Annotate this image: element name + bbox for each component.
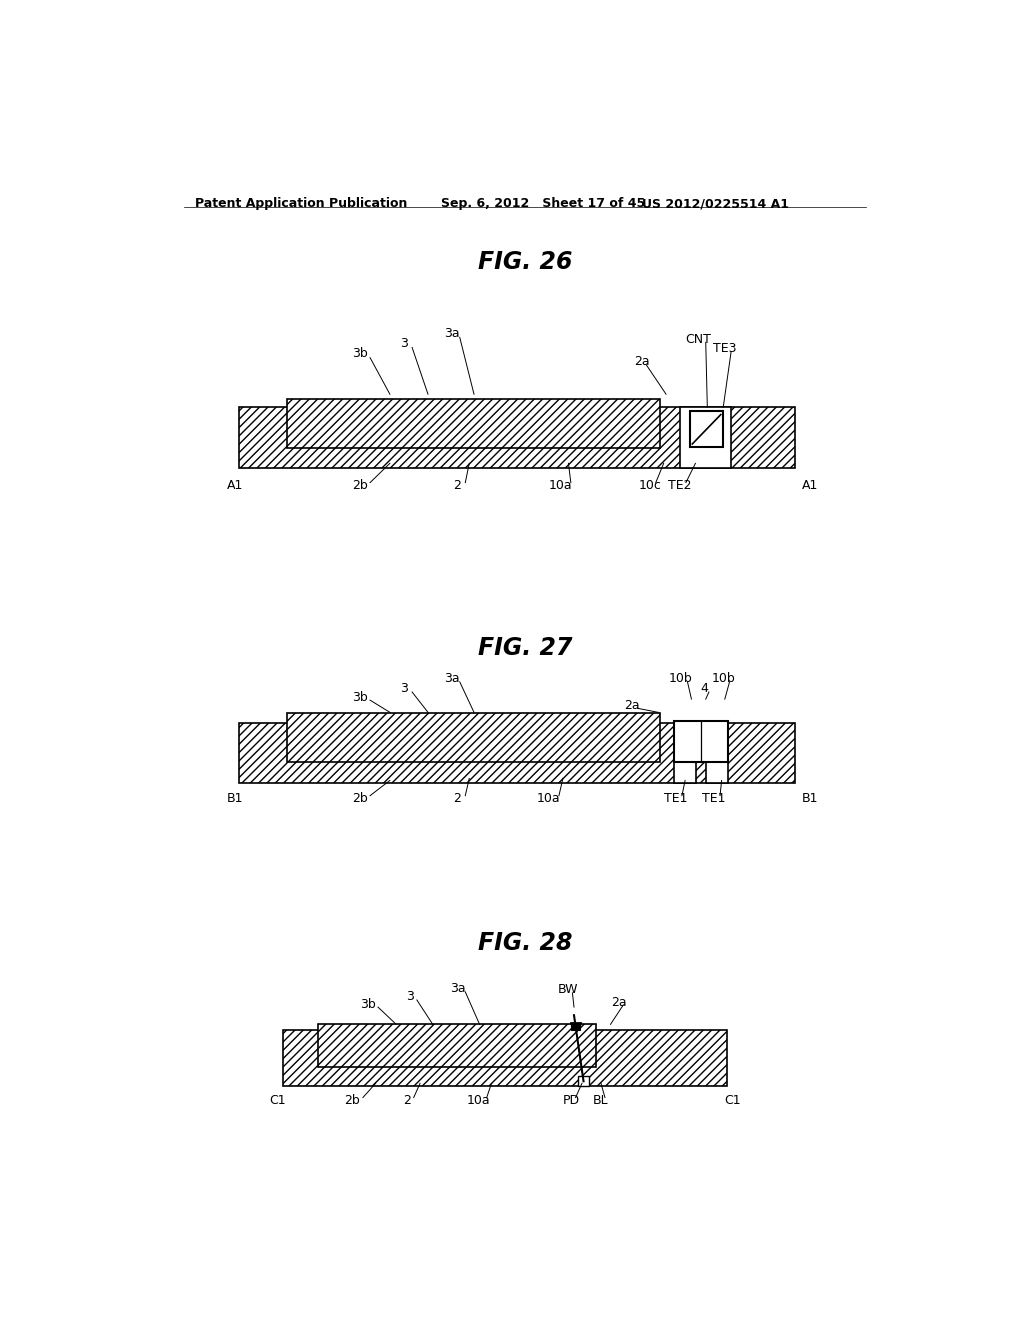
Text: B1: B1 [227,792,244,805]
Text: 2b: 2b [344,1094,359,1107]
Bar [283,1031,727,1086]
Text: 2a: 2a [610,995,627,1008]
Bar [706,722,728,784]
Text: TE3: TE3 [713,342,736,355]
Text: C1: C1 [724,1094,741,1107]
Text: FIG. 27: FIG. 27 [477,636,572,660]
Text: TE2: TE2 [668,479,691,492]
Text: 3a: 3a [444,327,460,339]
Bar [690,412,723,447]
Text: 10c: 10c [639,479,662,492]
Bar [570,1023,581,1031]
Text: BW: BW [558,983,579,997]
Text: 2b: 2b [352,479,368,492]
Text: 3b: 3b [359,998,376,1011]
Text: 2: 2 [454,479,461,492]
Bar [674,722,728,762]
Text: 4: 4 [700,682,708,696]
Bar [240,722,795,784]
Text: FIG. 26: FIG. 26 [477,249,572,273]
Text: US 2012/0225514 A1: US 2012/0225514 A1 [642,197,790,210]
Text: TE1: TE1 [701,792,725,805]
Text: 10b: 10b [669,672,692,685]
Text: 3: 3 [400,337,409,350]
Text: Patent Application Publication: Patent Application Publication [196,197,408,210]
Text: C1: C1 [269,1094,286,1107]
Text: 3b: 3b [352,690,368,704]
Text: 10a: 10a [549,479,572,492]
Text: 3b: 3b [352,347,368,360]
Text: 3: 3 [400,682,409,696]
Text: BL: BL [592,1094,608,1107]
Text: 2: 2 [454,792,461,805]
Text: 3a: 3a [444,672,460,685]
Bar [674,722,696,784]
Bar [240,408,795,469]
Text: FIG. 28: FIG. 28 [477,931,572,954]
Text: 2a: 2a [624,698,640,711]
Text: A1: A1 [803,479,818,492]
Text: CNT: CNT [685,333,711,346]
Text: TE1: TE1 [664,792,687,805]
Bar [680,408,731,469]
Text: 2: 2 [403,1094,412,1107]
Text: 10b: 10b [712,672,735,685]
Text: PD: PD [562,1094,580,1107]
Text: 10a: 10a [537,792,560,805]
Text: 10a: 10a [467,1094,490,1107]
Bar [578,1076,589,1086]
Text: A1: A1 [227,479,244,492]
Bar [318,1024,596,1067]
Text: B1: B1 [802,792,819,805]
Text: 2a: 2a [635,355,650,368]
Text: 3a: 3a [451,982,466,995]
Bar [287,713,659,762]
Text: 2b: 2b [352,792,368,805]
Bar [287,399,659,447]
Text: 3: 3 [406,990,414,1003]
Text: Sep. 6, 2012   Sheet 17 of 45: Sep. 6, 2012 Sheet 17 of 45 [441,197,646,210]
